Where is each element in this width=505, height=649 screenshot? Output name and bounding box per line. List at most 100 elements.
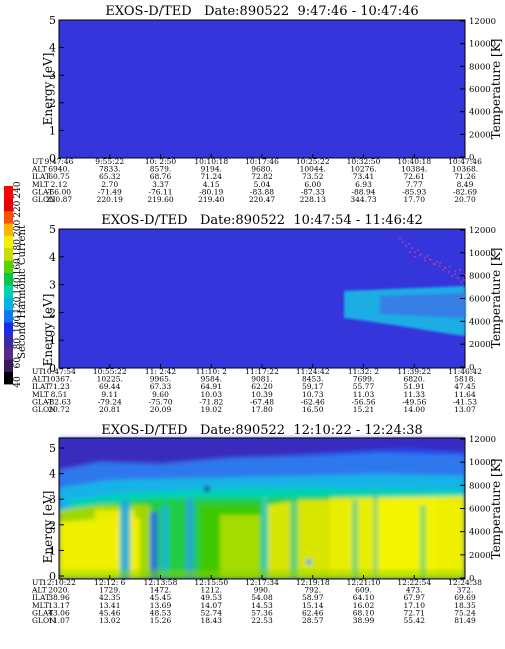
heat-cell (262, 498, 268, 579)
table-cell: 52.74 (201, 608, 223, 617)
table-cell: -79.24 (98, 397, 122, 406)
table-cell: 13.17 (48, 601, 70, 610)
panel-1-left-ticks: 0 1 2 3 4 5 (49, 14, 64, 165)
temperature-point (409, 251, 411, 253)
colorbar-swatch (4, 334, 13, 348)
table-cell: 12:22:54 (397, 578, 431, 587)
colorbar-tick-label: 120 (13, 296, 23, 313)
panel-2-right-ticks: 0 2000 4000 6000 8000 10000 12000 (460, 226, 496, 373)
temperature-point (457, 277, 459, 279)
table-cell: 10:55:22 (93, 367, 127, 376)
right-tick-label: 10000 (469, 40, 496, 50)
table-cell: 473. (406, 586, 423, 595)
heat-region (59, 438, 465, 470)
table-cell: 8579. (150, 165, 171, 174)
table-cell: 68.10 (353, 608, 375, 617)
table-row-label: ALT (31, 586, 47, 595)
table-row-label: UT (32, 157, 43, 166)
temperature-point (414, 255, 416, 258)
table-cell: 73.52 (302, 172, 324, 181)
heat-cell (220, 515, 260, 579)
table-cell: 38.99 (353, 616, 375, 625)
table-cell: 15.21 (353, 405, 374, 414)
colorbar-swatch (4, 371, 13, 385)
table-cell: 7.77 (406, 180, 423, 189)
table-cell: 48.53 (150, 608, 172, 617)
table-cell: 8.51 (51, 390, 68, 399)
right-tick-label: 0 (469, 153, 474, 163)
right-tick-label: 10000 (469, 249, 496, 259)
table-cell: -88.94 (351, 187, 375, 196)
table-row-label: GLAT (32, 608, 53, 617)
panel-2-left-ticks: 0 1 2 3 4 5 (49, 223, 64, 375)
table-cell: -87.33 (301, 187, 325, 196)
table-cell: 3.37 (152, 180, 169, 189)
temperature-point (449, 265, 451, 268)
left-tick-label: 4 (49, 42, 56, 55)
colorbar-tick-label: 220 (13, 200, 23, 217)
table-cell: 8453. (302, 375, 323, 384)
table-cell: 49.53 (201, 593, 223, 602)
table-row-label: GLON (32, 405, 56, 414)
table-cell: 372. (457, 586, 474, 595)
table-row-label: GLON (32, 195, 56, 204)
table-cell: 22.53 (251, 616, 273, 625)
temperature-point (432, 263, 435, 265)
table-cell: 9:47:46 (45, 157, 74, 166)
table-cell: 62.20 (251, 382, 273, 391)
panel-1: EXOS-D/TED Date:890522 9:47:46 - 10:47:4… (31, 4, 503, 204)
colorbar-tick-label: 80 (13, 338, 23, 350)
table-cell: 20.09 (150, 405, 172, 414)
heat-cell (150, 512, 158, 579)
colorbar-tick-label: 100 (13, 316, 23, 333)
table-cell: 10.39 (251, 390, 273, 399)
table-row-label: MLT (32, 390, 49, 399)
temperature-point (411, 247, 414, 249)
heat-cell (373, 496, 378, 579)
table-cell: 7833. (99, 165, 120, 174)
table-cell: 9965. (150, 375, 171, 384)
table-cell: 71.23 (48, 382, 70, 391)
table-cell: 55.42 (404, 616, 426, 625)
table-cell: 10:47:54 (42, 367, 76, 376)
left-tick-label: 3 (49, 493, 56, 506)
panel-2-ephemeris-table: UTALTILATMLTGLATGLON10:47:5410367.71.238… (31, 367, 482, 414)
colorbar-tick-label: 200 (13, 220, 23, 237)
table-cell: 9.11 (101, 390, 118, 399)
table-cell: 12:19:18 (296, 578, 330, 587)
table-cell: -66.00 (47, 187, 71, 196)
table-row-label: GLAT (32, 187, 53, 196)
table-cell: 72.82 (251, 172, 273, 181)
table-cell: 13.02 (99, 616, 121, 625)
table-cell: 228.13 (300, 195, 326, 204)
panel-2-time-ticks (58, 364, 466, 368)
table-cell: 42.35 (99, 593, 121, 602)
panel-1-time-ticks (58, 154, 466, 158)
temperature-point (420, 253, 423, 255)
table-cell: 12:24:38 (448, 578, 482, 587)
right-tick-label: 6000 (469, 295, 491, 305)
table-cell: 69.69 (454, 593, 476, 602)
table-cell: 6820. (404, 375, 425, 384)
table-cell: 51.91 (404, 382, 425, 391)
table-cell: 65.32 (99, 172, 121, 181)
table-cell: 10.73 (302, 390, 324, 399)
table-row-label: ILAT (32, 382, 50, 391)
table-cell: 5818. (454, 375, 475, 384)
table-row-label: UT (32, 367, 43, 376)
right-tick-label: 8000 (469, 62, 491, 72)
table-row-label: ALT (31, 165, 47, 174)
left-tick-label: 2 (49, 306, 56, 319)
table-cell: 62.46 (302, 608, 324, 617)
colorbar-tick-labels: 40 60 80 100 120 140 160 180 200 220 240 (13, 181, 23, 388)
right-tick-label: 2000 (469, 130, 491, 140)
table-cell: 81.49 (454, 616, 476, 625)
table-cell: 73.41 (353, 172, 374, 181)
table-cell: 12:13:58 (144, 578, 178, 587)
right-tick-label: 0 (469, 574, 474, 584)
right-tick-label: 4000 (469, 528, 491, 538)
left-tick-label: 1 (49, 124, 56, 137)
left-tick-label: 3 (49, 69, 56, 82)
table-cell: 64.91 (201, 382, 222, 391)
